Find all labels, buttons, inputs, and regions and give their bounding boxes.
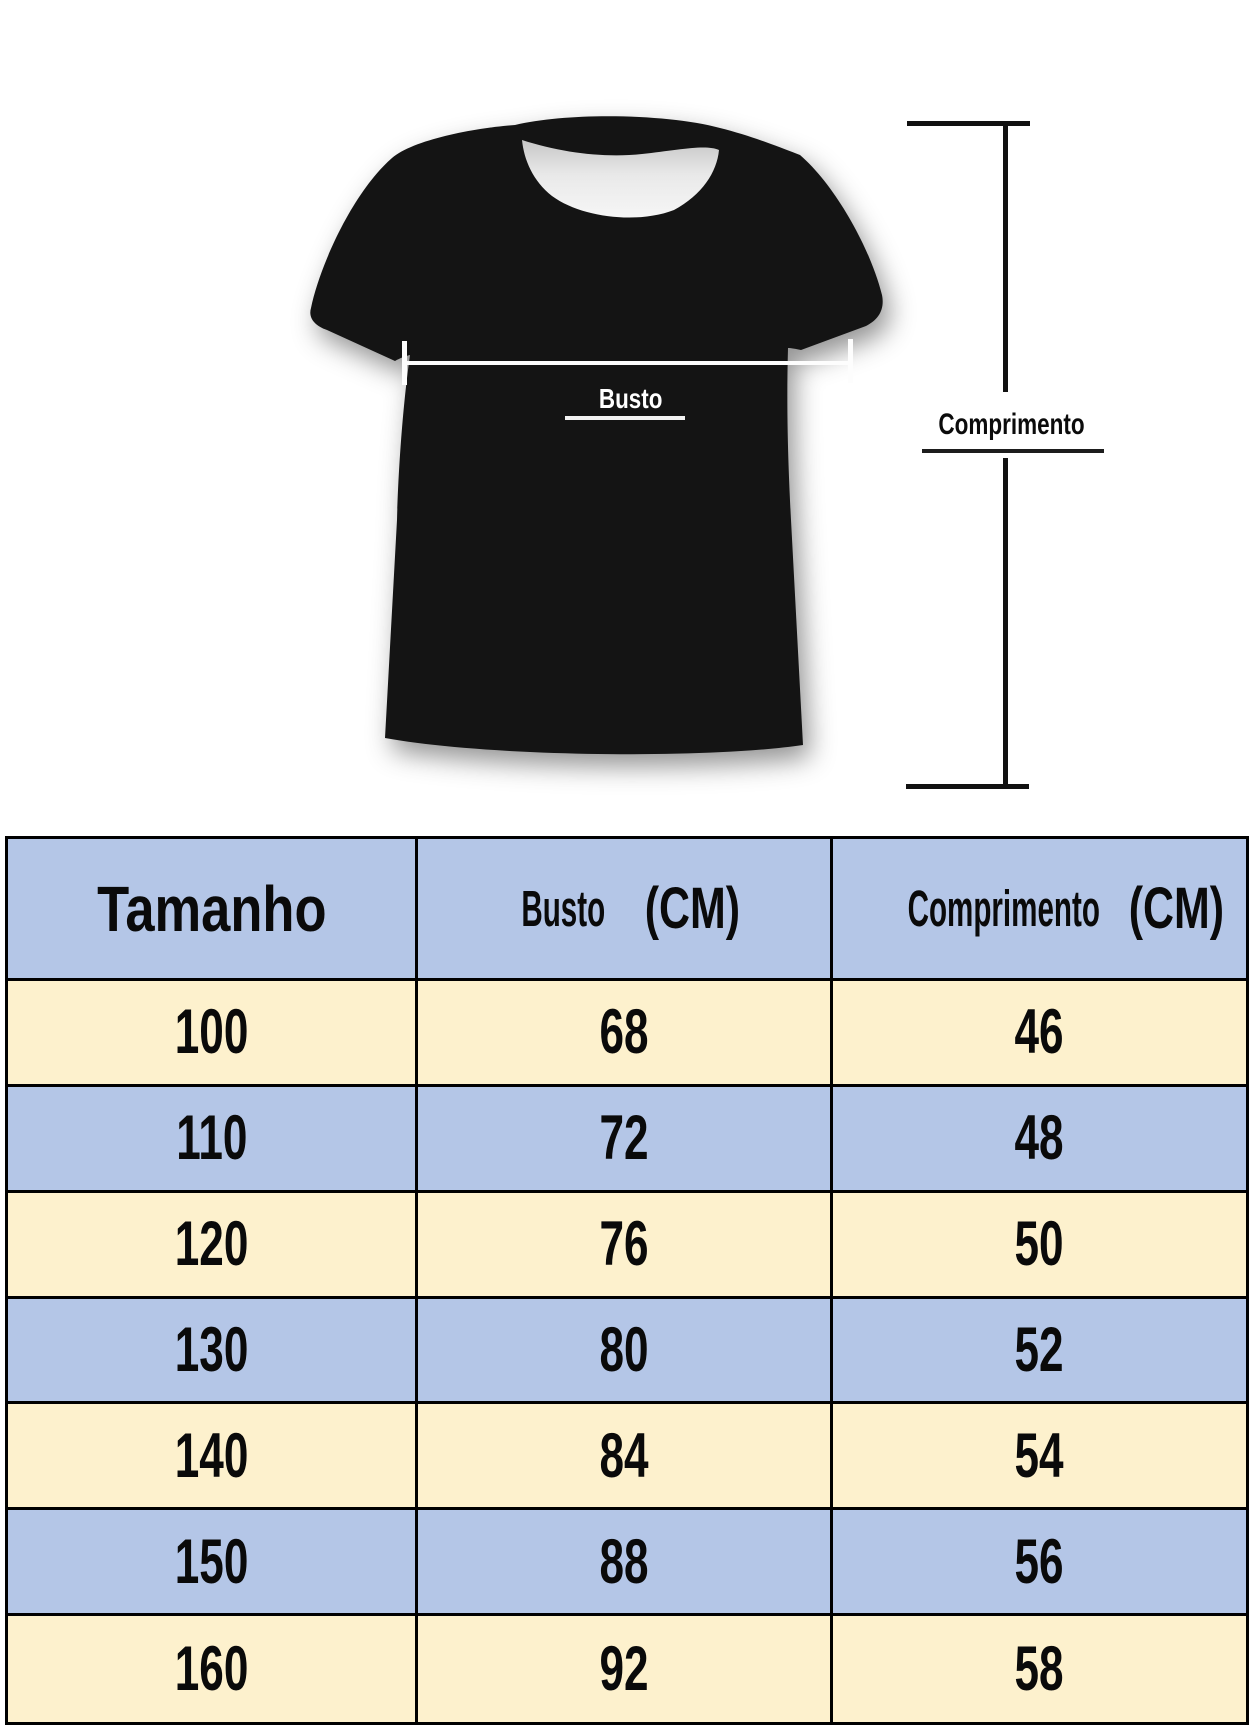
header-comprimento-unit: (CM) [1128, 876, 1224, 941]
table-row-2-tamanho: 120 [8, 1192, 418, 1299]
table-row-6-busto: 92 [418, 1616, 833, 1722]
table-row-3-busto: 80 [418, 1298, 833, 1405]
size-table: Tamanho Busto (CM) Comprimento (CM) 100 … [5, 836, 1249, 1725]
table-row-5-busto: 88 [418, 1510, 833, 1617]
busto-annotation-underline [565, 416, 685, 420]
comprimento-annotation-label: Comprimento [937, 408, 1085, 441]
table-row-1-busto: 72 [418, 1086, 833, 1193]
busto-measure-tick-right [848, 339, 853, 383]
table-row-3-tamanho: 130 [8, 1298, 418, 1405]
table-row-1-comprimento: 48 [833, 1086, 1246, 1193]
table-row-4-comprimento: 54 [833, 1404, 1246, 1511]
header-comprimento-label: Comprimento [907, 880, 1101, 937]
table-row-3-comprimento: 52 [833, 1298, 1246, 1405]
comprimento-line-lower [1003, 458, 1008, 786]
table-row-2-comprimento: 50 [833, 1192, 1246, 1299]
tshirt-body [310, 116, 883, 755]
table-row-5-tamanho: 150 [8, 1510, 418, 1617]
comprimento-cap-top [907, 121, 1030, 126]
header-comprimento: Comprimento (CM) [833, 839, 1246, 981]
table-row-2-busto: 76 [418, 1192, 833, 1299]
header-busto-label: Busto [521, 880, 606, 937]
tshirt-image [270, 98, 890, 768]
tshirt-svg [310, 116, 883, 755]
header-busto: Busto (CM) [418, 839, 833, 981]
table-row-0-busto: 68 [418, 981, 833, 1087]
table-row-5-comprimento: 56 [833, 1510, 1246, 1617]
table-row-4-tamanho: 140 [8, 1404, 418, 1511]
table-row-0-comprimento: 46 [833, 981, 1246, 1087]
header-tamanho: Tamanho [8, 839, 418, 981]
busto-measure-tick-left [402, 341, 407, 385]
table-row-6-comprimento: 58 [833, 1616, 1246, 1722]
table-row-6-tamanho: 160 [8, 1616, 418, 1722]
table-row-0-tamanho: 100 [8, 981, 418, 1087]
table-row-1-tamanho: 110 [8, 1086, 418, 1193]
table-row-4-busto: 84 [418, 1404, 833, 1511]
header-busto-unit: (CM) [644, 876, 740, 941]
comprimento-line-upper [1003, 123, 1008, 392]
busto-annotation-label: Busto [599, 383, 663, 414]
busto-measure-line [404, 361, 851, 365]
tshirt-neck-opening [522, 140, 719, 218]
comprimento-cap-bottom [906, 784, 1029, 789]
comprimento-annotation-underline [922, 449, 1104, 453]
